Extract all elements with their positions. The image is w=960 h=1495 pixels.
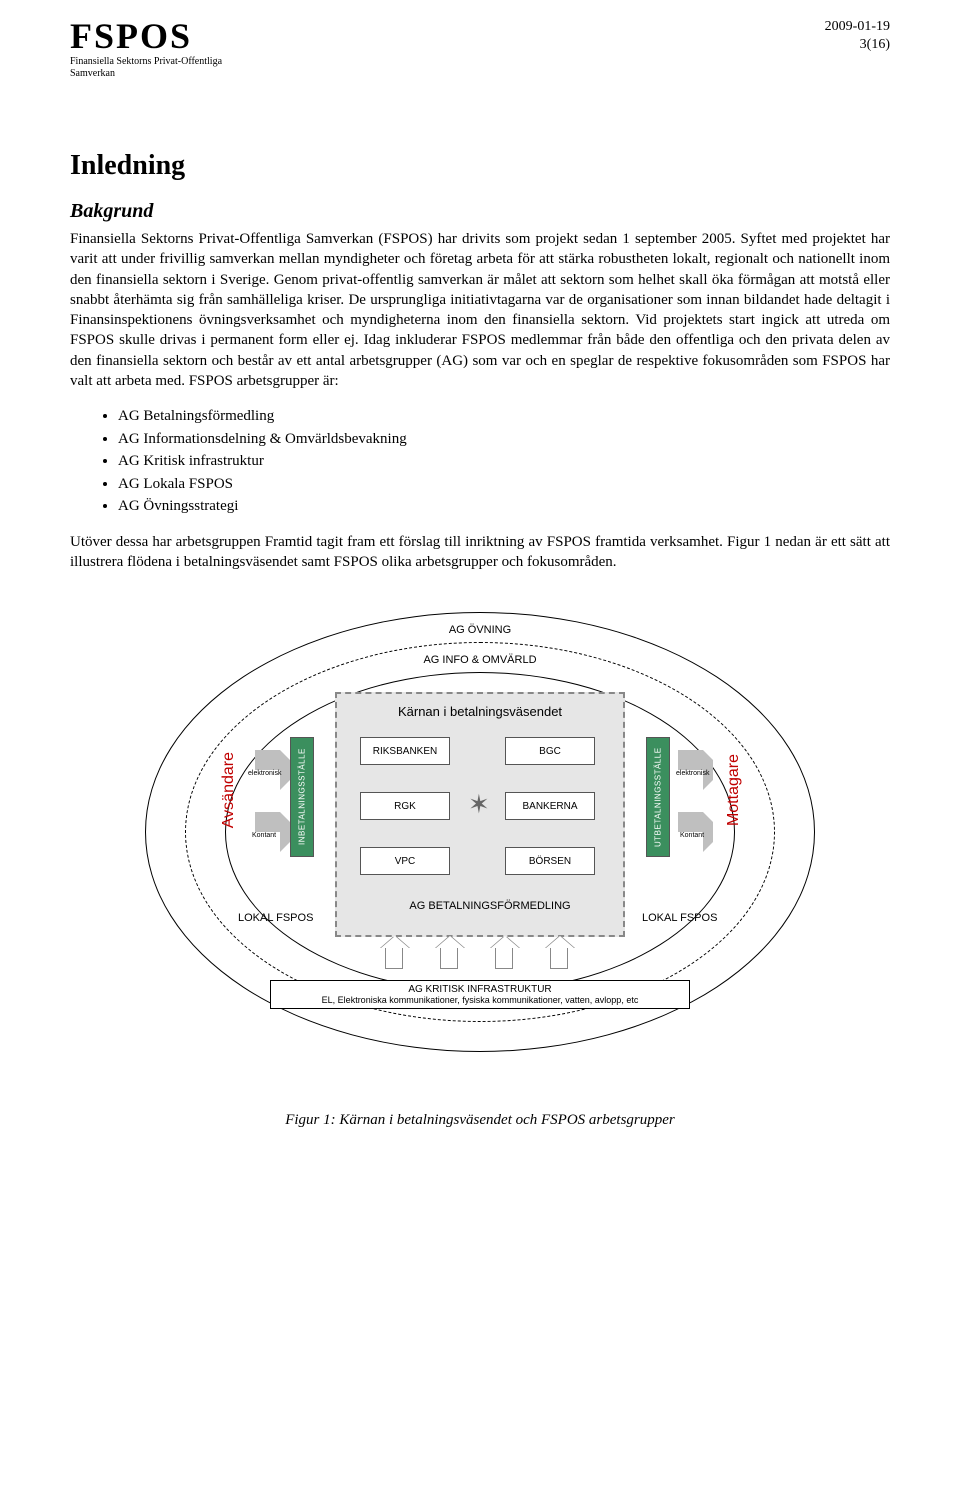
- node-rgk: RGK: [360, 792, 450, 820]
- page-meta: 2009-01-19 3(16): [825, 18, 890, 54]
- paragraph-2: Utöver dessa har arbetsgruppen Framtid t…: [70, 532, 890, 573]
- node-bgc: BGC: [505, 737, 595, 765]
- tiny-cash-left: Kontant: [252, 832, 276, 839]
- node-vpc: VPC: [360, 847, 450, 875]
- uparrow-4: [550, 947, 568, 969]
- arrow-out-top: [678, 750, 703, 770]
- list-item: AG Lokala FSPOS: [118, 473, 890, 496]
- arrow-in-bottom: [255, 812, 280, 832]
- page-number: 3(16): [825, 36, 890, 54]
- uparrow-2: [440, 947, 458, 969]
- ring-label-inner: AG INFO & OMVÄRLD: [415, 654, 545, 666]
- infra-title: AG KRITISK INFRASTRUKTUR: [277, 984, 683, 995]
- logo-text: FSPOS: [70, 18, 230, 54]
- label-avsandare: Avsändare: [220, 752, 238, 828]
- infra-sub: EL, Elektroniska kommunikationer, fysisk…: [277, 995, 683, 1005]
- list-item: AG Övningsstrategi: [118, 495, 890, 518]
- label-mottagare: Mottagare: [725, 754, 743, 826]
- list-item: AG Kritisk infrastruktur: [118, 450, 890, 473]
- logo-subtitle: Finansiella Sektorns Privat-Offentliga S…: [70, 56, 230, 80]
- tiny-elec-right: elektronisk: [676, 770, 709, 777]
- figure-caption: Figur 1: Kärnan i betalningsväsendet och…: [70, 1112, 890, 1129]
- uparrow-1: [385, 947, 403, 969]
- lokal-left: LOKAL FSPOS: [238, 912, 313, 924]
- list-item: AG Betalningsförmedling: [118, 405, 890, 428]
- green-utbet: UTBETALNINGSSTÄLLE: [646, 737, 670, 857]
- infra-box: AG KRITISK INFRASTRUKTUR EL, Elektronisk…: [270, 980, 690, 1009]
- ring-label-outer: AG ÖVNING: [430, 624, 530, 636]
- exchange-star-icon: ✶: [468, 790, 490, 820]
- heading-main: Inledning: [70, 150, 890, 182]
- heading-sub: Bakgrund: [70, 200, 890, 223]
- label-ag-bet: AG BETALNINGSFÖRMEDLING: [400, 900, 580, 912]
- page-header: FSPOS Finansiella Sektorns Privat-Offent…: [70, 18, 890, 80]
- node-bankerna: BANKERNA: [505, 792, 595, 820]
- tiny-cash-right: Kontant: [680, 832, 704, 839]
- arrow-in-top: [255, 750, 280, 770]
- tiny-elec-left: elektronisk: [248, 770, 281, 777]
- list-item: AG Informationsdelning & Omvärldsbevakni…: [118, 428, 890, 451]
- core-title: Kärnan i betalningsväsendet: [337, 704, 623, 719]
- logo-block: FSPOS Finansiella Sektorns Privat-Offent…: [70, 18, 230, 80]
- lokal-right: LOKAL FSPOS: [642, 912, 717, 924]
- diagram: AG ÖVNING AG INFO & OMVÄRLD Kärnan i bet…: [130, 602, 830, 1072]
- node-riksbanken: RIKSBANKEN: [360, 737, 450, 765]
- green-inbet: INBETALNINGSSTÄLLE: [290, 737, 314, 857]
- node-borsen: BÖRSEN: [505, 847, 595, 875]
- bullet-list: AG Betalningsförmedling AG Informationsd…: [70, 405, 890, 518]
- document-date: 2009-01-19: [825, 18, 890, 36]
- paragraph-1: Finansiella Sektorns Privat-Offentliga S…: [70, 229, 890, 391]
- arrow-out-bottom: [678, 812, 703, 832]
- uparrow-3: [495, 947, 513, 969]
